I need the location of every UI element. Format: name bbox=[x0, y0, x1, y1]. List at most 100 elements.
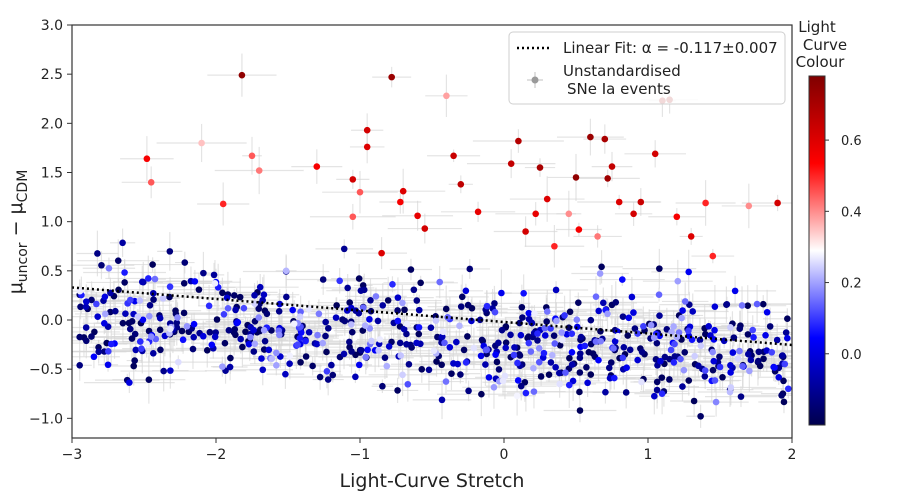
data-point bbox=[315, 310, 323, 318]
data-point bbox=[238, 71, 246, 79]
data-point bbox=[470, 344, 478, 352]
data-point bbox=[167, 367, 174, 374]
data-point bbox=[359, 304, 367, 312]
data-point bbox=[421, 225, 429, 232]
x-tick-label: 1 bbox=[644, 447, 653, 463]
data-point bbox=[462, 359, 470, 366]
data-point bbox=[190, 333, 198, 341]
data-point bbox=[516, 319, 523, 327]
data-point bbox=[668, 328, 675, 336]
data-point bbox=[325, 325, 332, 332]
data-point bbox=[442, 378, 450, 385]
data-point bbox=[319, 276, 327, 283]
data-point bbox=[403, 340, 410, 348]
data-point bbox=[784, 385, 792, 393]
data-point bbox=[131, 357, 138, 364]
data-point bbox=[697, 342, 705, 350]
data-point bbox=[749, 326, 757, 334]
data-point bbox=[397, 352, 405, 359]
data-point bbox=[219, 289, 226, 297]
data-point bbox=[397, 198, 404, 206]
data-point bbox=[289, 306, 296, 314]
data-point bbox=[329, 371, 337, 379]
data-point bbox=[98, 261, 105, 269]
data-point bbox=[595, 356, 602, 364]
data-point bbox=[151, 275, 159, 283]
data-point bbox=[626, 346, 634, 354]
data-point bbox=[522, 389, 530, 397]
data-point bbox=[755, 348, 763, 356]
data-point bbox=[401, 306, 408, 314]
data-point bbox=[90, 353, 98, 361]
data-point bbox=[346, 338, 353, 346]
data-point bbox=[378, 249, 385, 257]
data-point bbox=[754, 357, 762, 365]
data-point bbox=[361, 322, 369, 329]
data-point bbox=[132, 346, 140, 354]
data-point bbox=[778, 392, 785, 399]
data-point bbox=[383, 362, 391, 370]
data-point bbox=[333, 302, 340, 309]
data-point bbox=[576, 369, 584, 376]
data-point bbox=[290, 320, 298, 328]
data-point bbox=[624, 332, 632, 339]
data-point bbox=[332, 314, 340, 321]
data-point bbox=[514, 377, 522, 384]
colorbar: Light Curve Colour 0.0 0.2 0.4 0.6 bbox=[796, 18, 862, 426]
data-point bbox=[282, 267, 290, 275]
data-point bbox=[340, 350, 348, 358]
data-point bbox=[273, 349, 280, 357]
y-tick-label: 2.0 bbox=[41, 116, 63, 132]
data-point bbox=[344, 284, 351, 292]
y-tick-label: −0.5 bbox=[29, 362, 63, 378]
data-point bbox=[88, 333, 95, 340]
data-point bbox=[446, 343, 454, 351]
data-point bbox=[195, 286, 203, 293]
data-point bbox=[517, 331, 525, 339]
data-point bbox=[105, 264, 113, 272]
data-point bbox=[261, 337, 269, 345]
colorbar-title-line1: Light bbox=[798, 18, 836, 36]
data-point bbox=[495, 366, 503, 373]
data-point bbox=[355, 310, 363, 317]
data-point bbox=[655, 291, 663, 299]
data-point bbox=[745, 202, 753, 210]
data-point bbox=[259, 366, 267, 374]
data-point bbox=[605, 364, 613, 372]
data-point bbox=[556, 341, 564, 349]
y-tick-label: 3.0 bbox=[41, 18, 63, 34]
data-point bbox=[681, 348, 689, 356]
data-point bbox=[456, 322, 463, 330]
data-point bbox=[782, 329, 790, 336]
data-point bbox=[399, 187, 407, 195]
data-point bbox=[543, 318, 550, 325]
data-point bbox=[410, 286, 418, 294]
data-point bbox=[598, 263, 605, 271]
x-axis-label: Light-Curve Stretch bbox=[340, 470, 525, 492]
data-point bbox=[587, 371, 595, 378]
data-point bbox=[138, 345, 145, 352]
data-point bbox=[296, 334, 304, 342]
data-point bbox=[388, 73, 395, 81]
data-point bbox=[464, 301, 472, 309]
data-point bbox=[363, 126, 371, 134]
colorbar-tick-label: 0.2 bbox=[841, 277, 862, 292]
data-point bbox=[232, 306, 239, 314]
data-point bbox=[739, 362, 746, 370]
data-point bbox=[535, 358, 543, 366]
data-point bbox=[76, 361, 83, 369]
data-point bbox=[477, 352, 485, 360]
data-point bbox=[536, 164, 544, 171]
data-point bbox=[680, 366, 688, 374]
data-point bbox=[457, 181, 465, 188]
data-point bbox=[736, 347, 743, 355]
data-point bbox=[527, 348, 535, 355]
data-point bbox=[355, 275, 363, 282]
y-tick-label: 0.5 bbox=[41, 264, 63, 280]
data-point bbox=[744, 350, 752, 358]
data-point bbox=[630, 309, 637, 316]
data-point bbox=[101, 310, 109, 318]
data-point bbox=[545, 371, 553, 379]
data-point bbox=[131, 330, 139, 338]
data-point bbox=[173, 319, 181, 326]
